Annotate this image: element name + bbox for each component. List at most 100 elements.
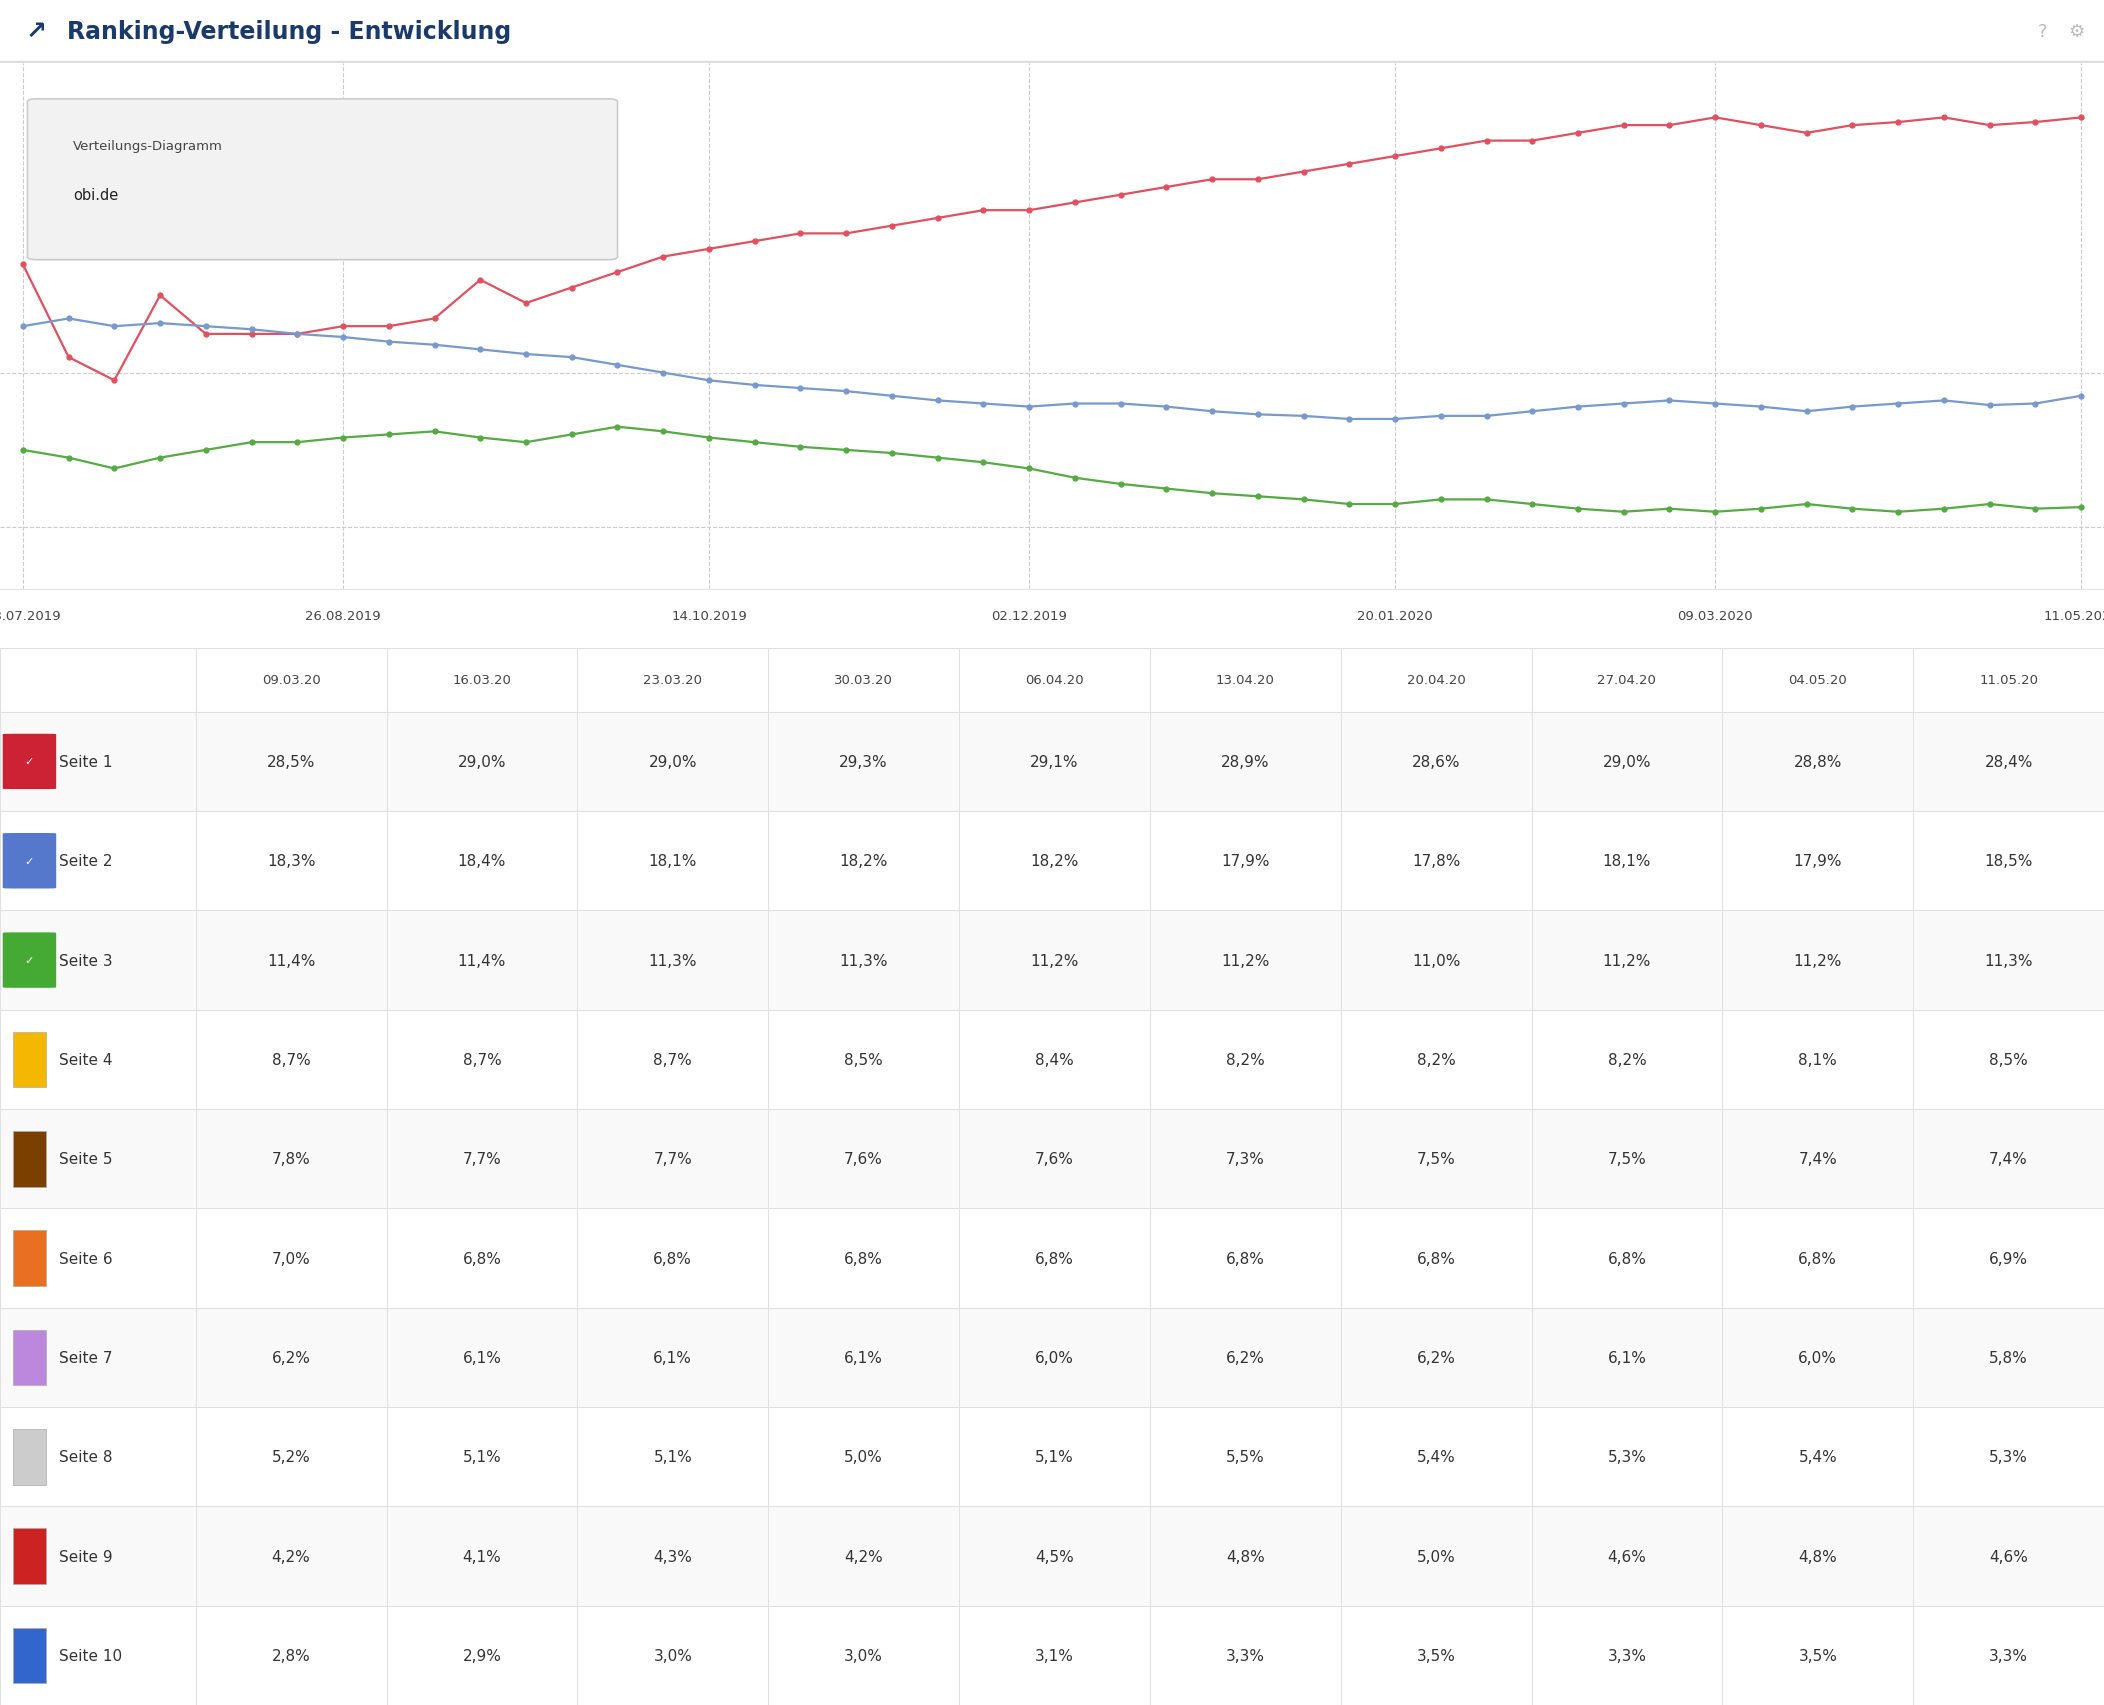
FancyBboxPatch shape bbox=[2, 933, 57, 989]
Text: 4,8%: 4,8% bbox=[1227, 1548, 1265, 1563]
Text: ?: ? bbox=[2039, 24, 2047, 41]
Text: ⚙: ⚙ bbox=[2068, 24, 2085, 41]
Text: 18,1%: 18,1% bbox=[648, 854, 696, 870]
Text: 28,5%: 28,5% bbox=[267, 755, 316, 769]
Bar bbox=[0, 1507, 2104, 1606]
Bar bbox=[13, 1032, 46, 1088]
Text: 6,2%: 6,2% bbox=[271, 1350, 311, 1366]
Text: 6,8%: 6,8% bbox=[844, 1251, 884, 1265]
Text: 6,1%: 6,1% bbox=[1607, 1350, 1645, 1366]
Text: 29,0%: 29,0% bbox=[648, 755, 696, 769]
Text: Seite 3: Seite 3 bbox=[59, 953, 112, 968]
Text: 5,3%: 5,3% bbox=[1607, 1449, 1645, 1465]
Text: 17,9%: 17,9% bbox=[1793, 854, 1841, 870]
Text: 28,4%: 28,4% bbox=[1984, 755, 2032, 769]
Text: 7,7%: 7,7% bbox=[654, 1151, 692, 1166]
Text: 7,5%: 7,5% bbox=[1416, 1151, 1456, 1166]
Text: 5,0%: 5,0% bbox=[844, 1449, 884, 1465]
Text: ↗: ↗ bbox=[25, 20, 46, 44]
Text: Seite 6: Seite 6 bbox=[59, 1251, 112, 1265]
Text: 6,2%: 6,2% bbox=[1416, 1350, 1456, 1366]
FancyBboxPatch shape bbox=[2, 733, 57, 791]
Text: 11,4%: 11,4% bbox=[267, 953, 316, 968]
Text: 8,7%: 8,7% bbox=[463, 1052, 501, 1067]
Text: 2,9%: 2,9% bbox=[463, 1647, 501, 1662]
Bar bbox=[0, 1407, 2104, 1507]
Text: 7,3%: 7,3% bbox=[1227, 1151, 1265, 1166]
Text: 23.03.20: 23.03.20 bbox=[644, 673, 703, 687]
Text: 18,4%: 18,4% bbox=[459, 854, 507, 870]
Text: 6,1%: 6,1% bbox=[844, 1350, 884, 1366]
Text: 5,1%: 5,1% bbox=[463, 1449, 501, 1465]
Text: 8,2%: 8,2% bbox=[1227, 1052, 1265, 1067]
Text: 14.10.2019: 14.10.2019 bbox=[671, 609, 747, 622]
Text: 4,1%: 4,1% bbox=[463, 1548, 501, 1563]
Bar bbox=[13, 1130, 46, 1187]
Text: 18,3%: 18,3% bbox=[267, 854, 316, 870]
Text: 7,6%: 7,6% bbox=[1035, 1151, 1073, 1166]
Bar bbox=[13, 1231, 46, 1286]
Text: Seite 10: Seite 10 bbox=[59, 1647, 122, 1662]
Text: 4,2%: 4,2% bbox=[271, 1548, 311, 1563]
Bar bbox=[13, 1528, 46, 1584]
Text: 06.04.20: 06.04.20 bbox=[1025, 673, 1084, 687]
Text: 11.05.2020: 11.05.2020 bbox=[2043, 609, 2104, 622]
Text: 8,4%: 8,4% bbox=[1035, 1052, 1073, 1067]
Text: Seite 9: Seite 9 bbox=[59, 1548, 112, 1563]
Bar bbox=[0, 1110, 2104, 1209]
FancyBboxPatch shape bbox=[2, 834, 57, 890]
Text: 28,8%: 28,8% bbox=[1793, 755, 1841, 769]
Text: 8,7%: 8,7% bbox=[271, 1052, 311, 1067]
Text: 09.03.2020: 09.03.2020 bbox=[1677, 609, 1753, 622]
Text: 30.03.20: 30.03.20 bbox=[833, 673, 892, 687]
Text: ✓: ✓ bbox=[25, 955, 34, 965]
Text: Seite 2: Seite 2 bbox=[59, 854, 112, 870]
Text: 20.01.2020: 20.01.2020 bbox=[1357, 609, 1433, 622]
Text: 5,8%: 5,8% bbox=[1988, 1350, 2028, 1366]
Text: 18,2%: 18,2% bbox=[839, 854, 888, 870]
Text: 09.03.20: 09.03.20 bbox=[261, 673, 320, 687]
Bar bbox=[13, 1330, 46, 1386]
Text: 13.04.20: 13.04.20 bbox=[1216, 673, 1275, 687]
Text: 4,3%: 4,3% bbox=[654, 1548, 692, 1563]
Text: Seite 5: Seite 5 bbox=[59, 1151, 112, 1166]
Text: 6,8%: 6,8% bbox=[654, 1251, 692, 1265]
Text: Verteilungs-Diagramm: Verteilungs-Diagramm bbox=[74, 140, 223, 153]
Text: 6,8%: 6,8% bbox=[463, 1251, 501, 1265]
Text: 7,4%: 7,4% bbox=[1799, 1151, 1837, 1166]
Text: 8,2%: 8,2% bbox=[1607, 1052, 1645, 1067]
Text: Seite 8: Seite 8 bbox=[59, 1449, 112, 1465]
Text: 5,5%: 5,5% bbox=[1227, 1449, 1265, 1465]
Bar bbox=[0, 910, 2104, 1009]
Text: 4,8%: 4,8% bbox=[1799, 1548, 1837, 1563]
Text: 11,3%: 11,3% bbox=[648, 953, 696, 968]
Bar bbox=[0, 713, 2104, 812]
Text: 8,5%: 8,5% bbox=[844, 1052, 884, 1067]
Text: 6,1%: 6,1% bbox=[654, 1350, 692, 1366]
Text: 20.04.20: 20.04.20 bbox=[1408, 673, 1466, 687]
Text: 11,3%: 11,3% bbox=[1984, 953, 2032, 968]
Text: 5,4%: 5,4% bbox=[1799, 1449, 1837, 1465]
Bar bbox=[0, 1308, 2104, 1407]
Text: 4,2%: 4,2% bbox=[844, 1548, 884, 1563]
Text: 3,3%: 3,3% bbox=[1988, 1647, 2028, 1662]
Text: Seite 1: Seite 1 bbox=[59, 755, 112, 769]
Text: 16.03.20: 16.03.20 bbox=[452, 673, 511, 687]
Text: 18,2%: 18,2% bbox=[1031, 854, 1079, 870]
Text: 4,5%: 4,5% bbox=[1035, 1548, 1073, 1563]
Text: 04.05.20: 04.05.20 bbox=[1788, 673, 1847, 687]
Text: 7,5%: 7,5% bbox=[1607, 1151, 1645, 1166]
Text: 8,7%: 8,7% bbox=[654, 1052, 692, 1067]
Text: 11,4%: 11,4% bbox=[459, 953, 507, 968]
Text: 6,8%: 6,8% bbox=[1416, 1251, 1456, 1265]
Text: 3,5%: 3,5% bbox=[1416, 1647, 1456, 1662]
Text: 5,4%: 5,4% bbox=[1416, 1449, 1456, 1465]
Text: 18,5%: 18,5% bbox=[1984, 854, 2032, 870]
Text: 6,0%: 6,0% bbox=[1035, 1350, 1073, 1366]
Text: 6,9%: 6,9% bbox=[1988, 1251, 2028, 1265]
Text: 26.08.2019: 26.08.2019 bbox=[305, 609, 381, 622]
Text: 29,0%: 29,0% bbox=[1603, 755, 1652, 769]
Text: 8,1%: 8,1% bbox=[1799, 1052, 1837, 1067]
Text: ✓: ✓ bbox=[25, 757, 34, 767]
Text: 02.12.2019: 02.12.2019 bbox=[991, 609, 1067, 622]
